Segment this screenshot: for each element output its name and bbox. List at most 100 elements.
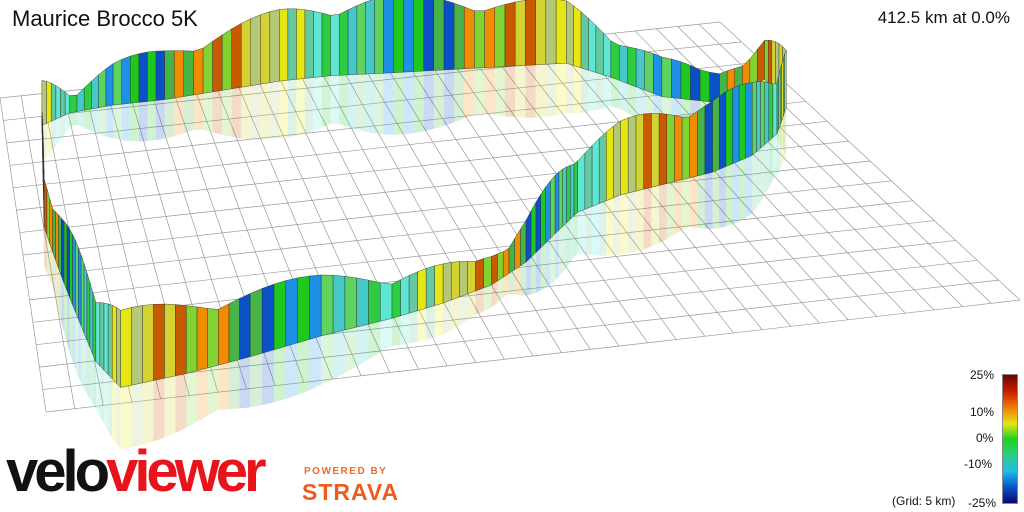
- route-reflection-segment: [339, 74, 349, 127]
- route-segment: [776, 76, 779, 134]
- route-reflection-segment: [504, 66, 516, 118]
- strava-logo: STRAVA: [302, 479, 400, 505]
- route-segment: [689, 110, 698, 179]
- route-segment: [228, 298, 240, 363]
- route-reflection-segment: [776, 129, 779, 175]
- route-segment: [772, 82, 778, 138]
- route-reflection-segment: [147, 100, 156, 142]
- route-segment: [365, 0, 375, 75]
- route-reflection-segment: [483, 284, 492, 312]
- route-segment: [459, 261, 468, 298]
- route-reflection-segment: [104, 370, 109, 432]
- route-reflection-segment: [196, 367, 208, 422]
- route-reflection-segment: [250, 353, 263, 408]
- grid-line: [9, 81, 785, 166]
- route-reflection-segment: [222, 88, 232, 137]
- route-reflection-segment: [269, 81, 280, 140]
- route-segment: [494, 4, 506, 68]
- route-reflection-segment: [651, 185, 660, 247]
- route-segment: [768, 39, 773, 90]
- route-segment: [50, 82, 57, 122]
- route-reflection-segment: [525, 64, 536, 118]
- route-segment: [558, 168, 563, 231]
- grid-line: [42, 279, 999, 390]
- route-reflection-segment: [112, 378, 117, 444]
- route-reflection-segment: [330, 75, 340, 125]
- route-segment: [64, 91, 70, 116]
- route-segment: [540, 186, 546, 249]
- route-segment: [46, 188, 50, 244]
- route-segment: [584, 145, 593, 210]
- route-reflection-segment: [719, 166, 726, 228]
- route-segment: [712, 95, 720, 173]
- route-segment: [644, 50, 654, 94]
- route-segment: [674, 115, 683, 182]
- route-reflection-segment: [704, 172, 713, 229]
- route-reflection-segment: [250, 84, 261, 140]
- route-segment: [164, 303, 176, 379]
- route-segment: [121, 55, 131, 105]
- route-reflection-segment: [374, 73, 384, 135]
- route-reflection-segment: [772, 133, 777, 181]
- legend-tick-25: 25%: [970, 368, 995, 382]
- route-reflection-segment: [732, 160, 740, 225]
- route-reflection-segment: [781, 116, 784, 167]
- route-reflection-segment: [356, 74, 366, 132]
- route-reflection-segment: [484, 67, 495, 115]
- route-reflection-segment: [44, 227, 47, 273]
- route-reflection-segment: [503, 273, 509, 298]
- route-reflection-segment: [368, 321, 381, 360]
- route-reflection-segment: [451, 297, 460, 331]
- route-segment: [218, 303, 230, 366]
- route-reflection-segment: [241, 85, 251, 140]
- route-segment: [285, 277, 298, 347]
- route-segment: [260, 11, 270, 85]
- route-segment: [535, 193, 541, 254]
- route-segment: [80, 255, 85, 334]
- route-segment: [749, 48, 758, 88]
- route-reflection-segment: [756, 148, 761, 208]
- route-segment: [60, 88, 66, 118]
- route-reflection-segment: [423, 70, 434, 132]
- route-segment: [491, 253, 498, 286]
- route-segment: [666, 113, 675, 184]
- route-segment: [320, 274, 334, 337]
- route-segment: [261, 283, 275, 354]
- route-segment: [483, 256, 492, 289]
- route-reflection-segment: [273, 346, 286, 403]
- route-segment: [442, 262, 452, 304]
- route-reflection-segment: [610, 77, 620, 109]
- route-reflection-segment: [356, 324, 369, 367]
- route-reflection-segment: [689, 175, 698, 228]
- route-reflection-segment: [508, 269, 515, 295]
- route-segment: [321, 12, 331, 77]
- route-reflection-segment: [588, 70, 596, 112]
- route-reflection-segment: [545, 238, 551, 288]
- route-reflection-segment: [520, 262, 526, 296]
- route-segment: [55, 211, 59, 269]
- route-segment: [147, 50, 157, 102]
- route-segment: [671, 58, 682, 99]
- route-segment: [207, 308, 219, 369]
- route-segment: [400, 275, 410, 317]
- route-segment: [764, 39, 769, 85]
- route-segment: [138, 51, 148, 103]
- route-reflection-segment: [130, 102, 139, 142]
- route-segment: [502, 247, 510, 278]
- route-reflection-segment: [321, 75, 331, 128]
- route-segment: [131, 305, 143, 386]
- route-reflection-segment: [393, 72, 404, 135]
- route-reflection-segment: [725, 163, 733, 227]
- route-segment: [635, 48, 645, 91]
- powered-by-label: POWERED BY: [304, 466, 388, 477]
- route-reflection-segment: [784, 108, 787, 159]
- legend-tick-minus-25: -25%: [968, 496, 997, 510]
- route-reflection-segment: [285, 342, 298, 399]
- route-reflection-segment: [228, 359, 240, 410]
- route-reflection-segment: [739, 158, 746, 222]
- route-segment: [613, 120, 621, 199]
- route-profile: [41, 0, 787, 450]
- route-reflection-segment: [636, 86, 645, 122]
- route-reflection-segment: [279, 80, 288, 139]
- route-reflection-segment: [309, 335, 322, 391]
